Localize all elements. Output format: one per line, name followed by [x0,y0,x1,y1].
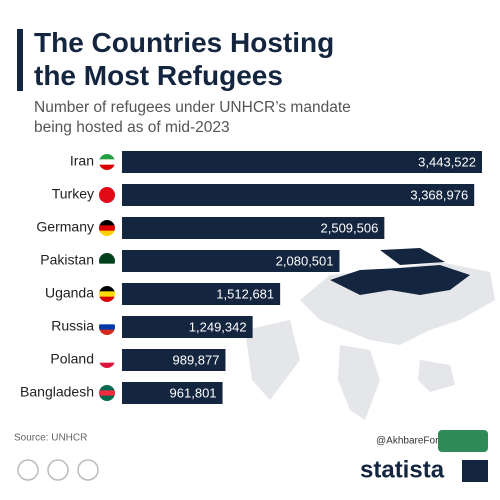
bar [122,382,223,404]
value-label: 2,509,506 [321,220,379,235]
flag-stripe [99,319,115,325]
bar [122,283,281,305]
bar [122,184,475,206]
category-label: Uganda [45,285,94,301]
flag-stripe [99,362,115,368]
flag-stripe [99,385,115,391]
flag-stripe [99,263,115,269]
flag-stripe [99,291,115,298]
category-label: Germany [36,219,94,235]
bar [122,349,226,371]
license-icons [17,459,99,481]
flag-stripe [99,352,115,358]
bar [122,250,340,272]
chart-subtitle: Number of refugees under UNHCR’s mandate… [34,99,351,136]
flag-stripe [99,220,115,226]
category-label: Bangladesh [20,384,94,400]
flag-stripe [99,286,115,292]
value-label: 2,080,501 [276,253,334,268]
brand: statista [360,456,445,483]
value-label: 3,368,976 [410,187,468,202]
value-label: 961,801 [170,385,217,400]
flag-stripe [99,164,115,170]
category-label: Turkey [52,186,94,202]
credit: @AkhbareFori [376,436,441,447]
logo-badge [438,430,488,452]
value-label: 3,443,522 [418,154,476,169]
accent-bar [17,29,23,91]
flag-stripe [99,324,115,331]
category-label: Iran [70,153,94,169]
value-label: 1,249,342 [189,319,247,334]
category-label: Russia [51,318,94,334]
flag-stripe [99,192,115,199]
world-map [245,248,495,420]
source: Source: UNHCR [14,433,87,444]
flag-stripe [99,253,115,259]
flag-stripe [99,390,115,397]
category-label: Pakistan [40,252,94,268]
bar [122,217,385,239]
flag-stripe [99,154,115,160]
flag-stripe [99,225,115,232]
category-label: Poland [50,351,94,367]
flag-stripe [99,258,115,265]
flag-stripe [99,329,115,335]
flag-stripe [99,159,115,166]
brand-icon [462,460,488,482]
value-label: 1,512,681 [216,286,274,301]
bar [122,316,253,338]
flag-stripe [99,296,115,302]
flag-stripe [99,357,115,364]
flag-stripe [99,187,115,193]
flag-stripe [99,230,115,236]
value-label: 989,877 [172,352,219,367]
flag-stripe [99,395,115,401]
flag-stripe [99,197,115,203]
chart-title: The Countries Hosting the Most Refugees [34,27,335,91]
bar [122,151,482,173]
